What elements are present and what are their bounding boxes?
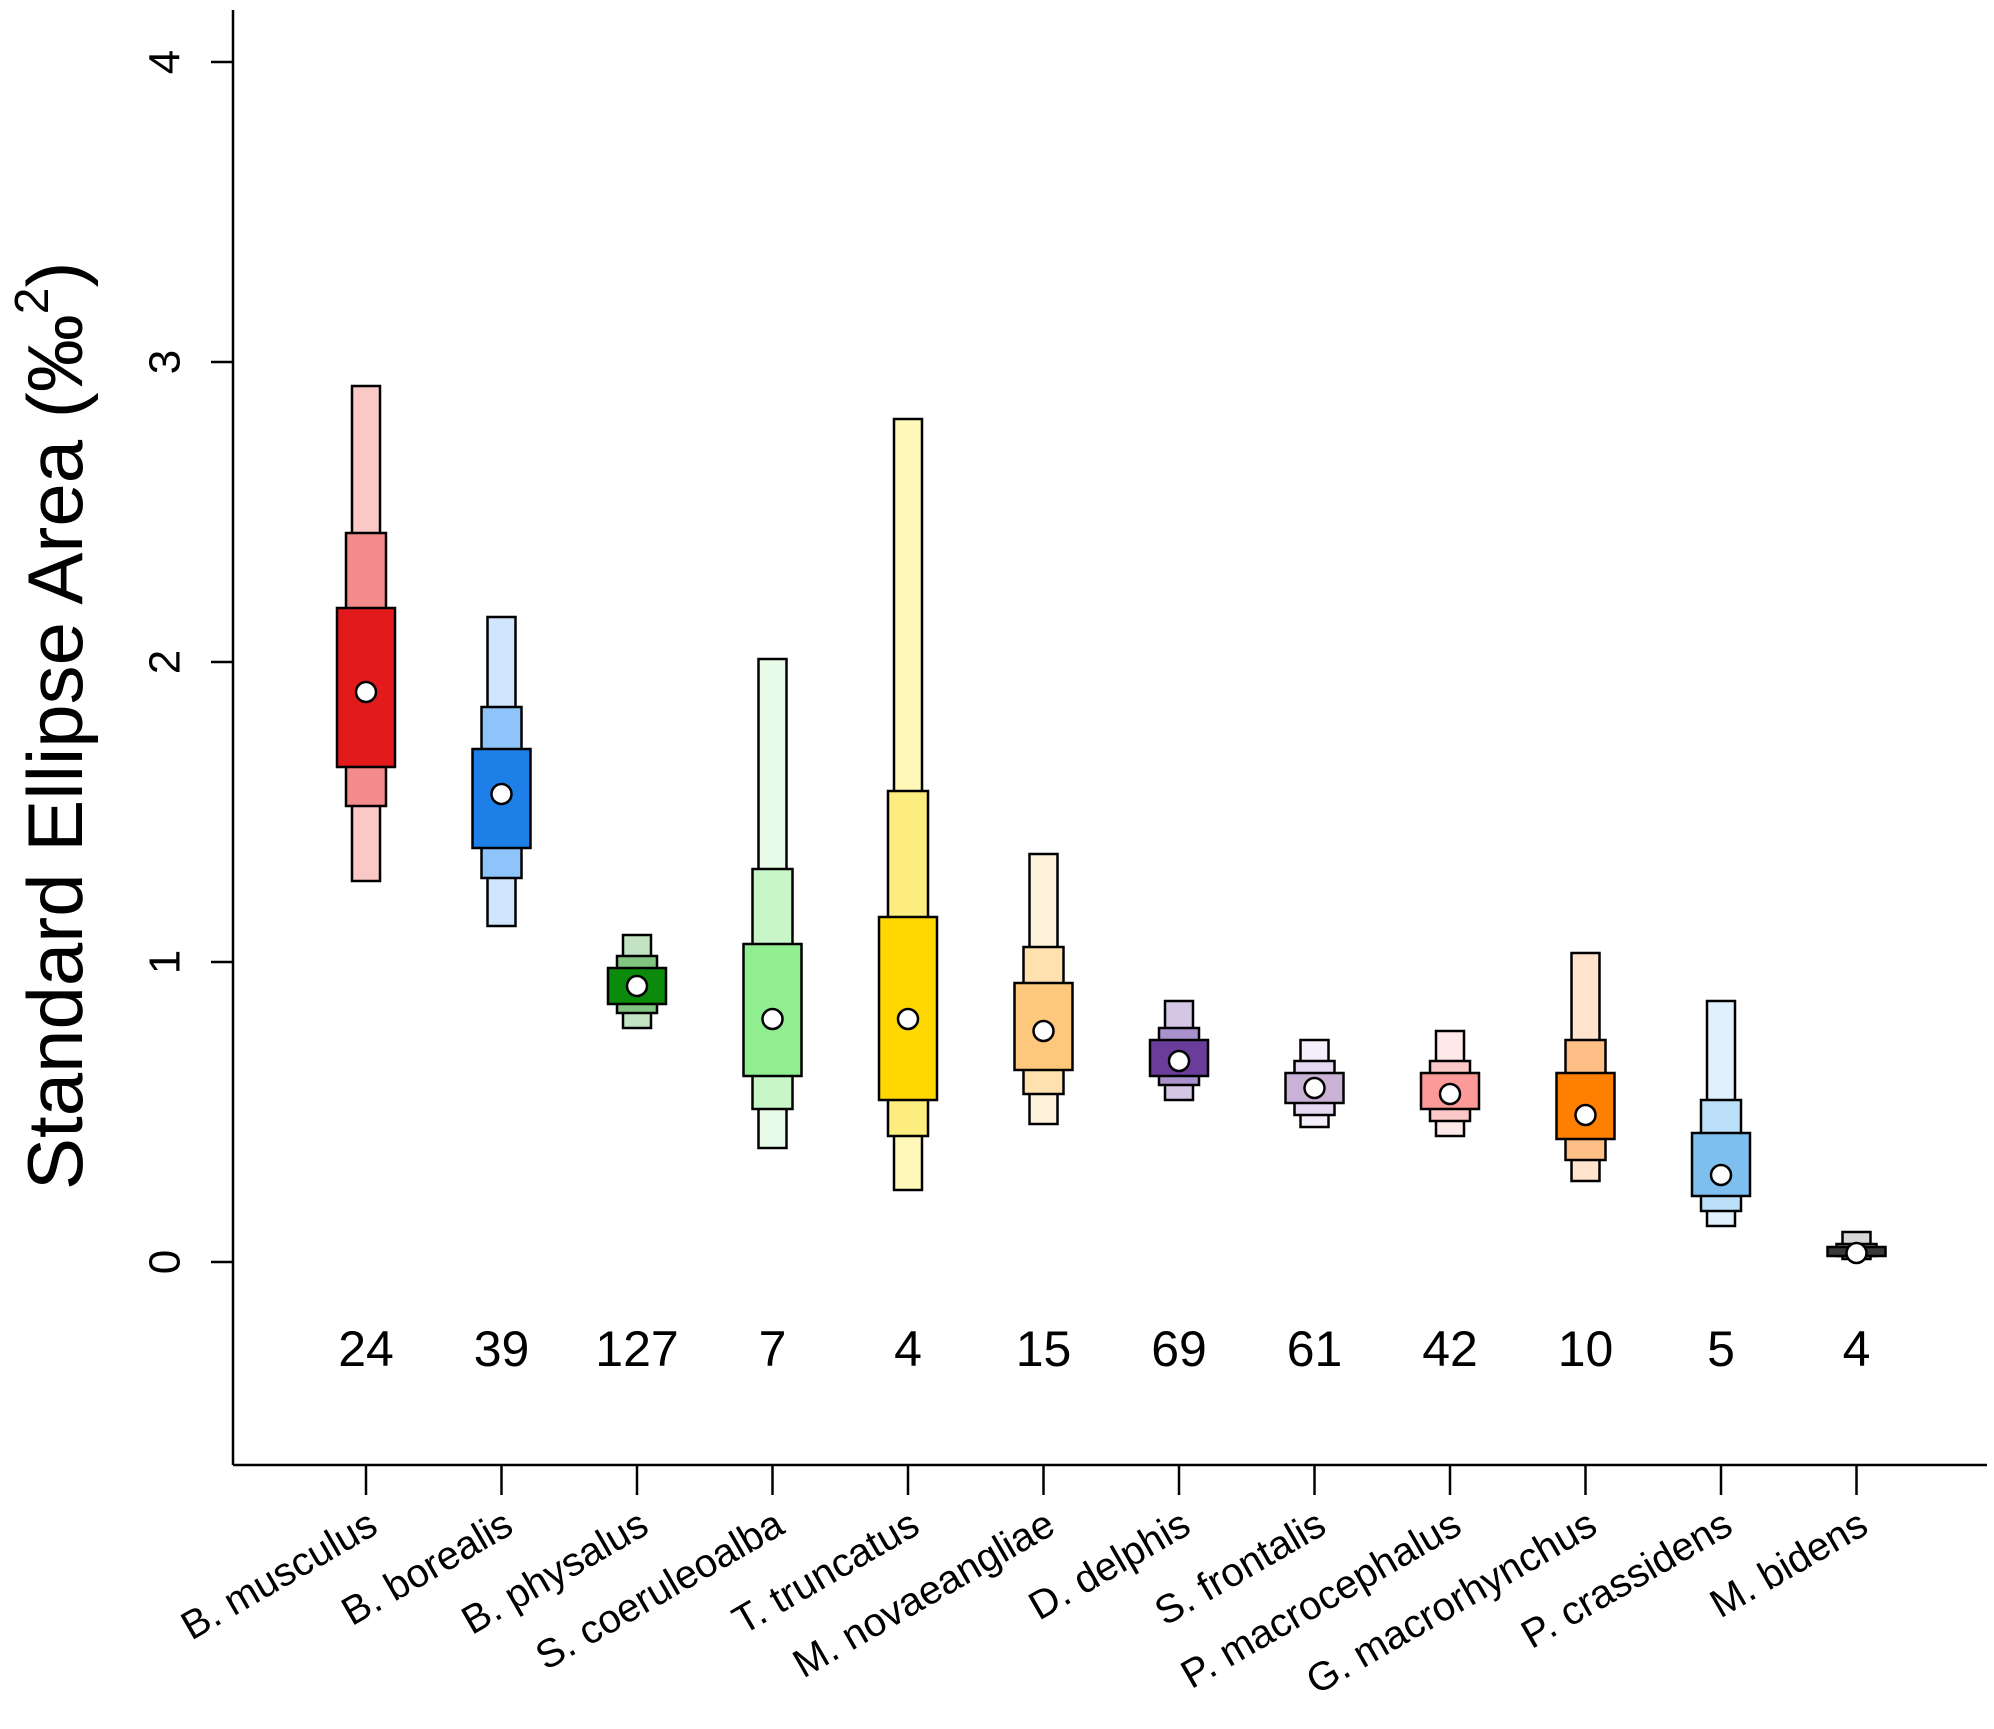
y-tick-label: 0 <box>141 1250 190 1274</box>
sample-size-label: 10 <box>1558 1321 1614 1377</box>
mode-point <box>1845 1241 1868 1265</box>
mode-point <box>1709 1163 1733 1187</box>
y-axis-title: Standard Ellipse Area (‰2) <box>6 262 99 1190</box>
sample-size-label: 39 <box>474 1321 530 1377</box>
species-label: M. bidens <box>1703 1502 1875 1627</box>
y-tick-label: 4 <box>141 50 190 74</box>
y-axis-title-close: ) <box>11 262 99 288</box>
sample-size-label: 15 <box>1016 1321 1072 1377</box>
sample-size-label: 127 <box>595 1321 678 1377</box>
y-tick-label: 1 <box>141 950 190 974</box>
mode-point <box>1167 1049 1191 1073</box>
species-box-11 <box>1690 999 1752 1228</box>
y-tick-label: 3 <box>141 350 190 374</box>
mode-point <box>490 782 513 806</box>
sample-size-label: 5 <box>1707 1321 1735 1377</box>
mode-point <box>1032 1019 1055 1043</box>
sample-size-label: 61 <box>1287 1321 1343 1377</box>
y-tick-label: 2 <box>141 650 190 674</box>
y-axis-title-superscript: 2 <box>6 288 59 315</box>
species-box-10 <box>1555 951 1616 1183</box>
sample-size-label: 7 <box>759 1321 787 1377</box>
mode-point <box>896 1007 920 1031</box>
plot-marks <box>335 384 1887 1265</box>
mode-point <box>761 1007 784 1031</box>
mode-point <box>1438 1082 1462 1106</box>
sample-size-label: 4 <box>894 1321 922 1377</box>
mode-point <box>625 974 649 998</box>
mode-point <box>1574 1103 1597 1127</box>
species-box-7 <box>1148 999 1210 1102</box>
box-ci50 <box>606 966 668 1006</box>
species-box-9 <box>1419 1029 1481 1138</box>
mode-point <box>1303 1076 1326 1100</box>
species-box-5 <box>877 417 939 1192</box>
sample-size-label: 24 <box>338 1321 394 1377</box>
species-box-8 <box>1284 1038 1345 1129</box>
sample-size-label: 42 <box>1422 1321 1478 1377</box>
species-box-2 <box>471 615 532 928</box>
species-box-1 <box>335 384 397 883</box>
species-box-12 <box>1826 1230 1887 1265</box>
axes <box>211 10 1987 1495</box>
species-box-3 <box>606 933 668 1030</box>
species-box-4 <box>742 657 803 1150</box>
mode-point <box>354 680 378 704</box>
sample-size-label: 4 <box>1843 1321 1871 1377</box>
species-box-6 <box>1013 852 1074 1126</box>
y-axis-title-main: Standard Ellipse Area (‰ <box>11 314 99 1190</box>
sample-size-label: 69 <box>1151 1321 1207 1377</box>
